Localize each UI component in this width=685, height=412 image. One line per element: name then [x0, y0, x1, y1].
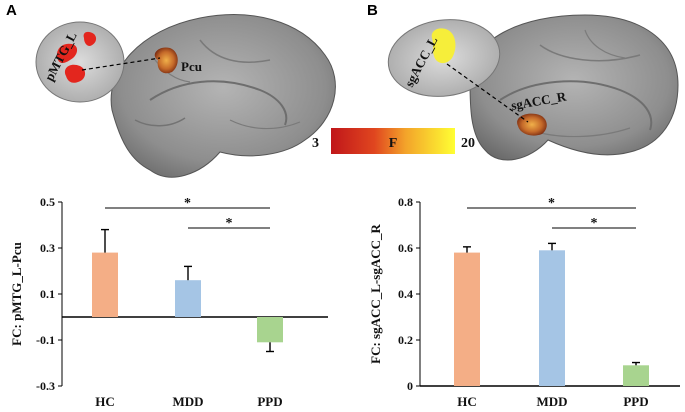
y-tick-label: -0.1 — [36, 333, 55, 347]
bar-hc — [454, 252, 480, 386]
x-category-label: MDD — [536, 394, 567, 409]
bar-mdd — [175, 280, 201, 317]
connection-line-a — [81, 57, 161, 71]
colorbar-gradient — [331, 128, 455, 154]
x-category-label: PPD — [257, 394, 282, 409]
pmtg-activation-blob — [56, 43, 78, 63]
x-category-label: HC — [457, 394, 477, 409]
y-tick-label: -0.3 — [36, 379, 55, 393]
sgacc-l-activation-blob — [431, 28, 456, 64]
colorbar-min-label: 3 — [312, 136, 319, 151]
y-tick-label: 0.2 — [398, 333, 413, 347]
panel-a-letter: A — [6, 2, 17, 19]
x-category-label: HC — [95, 394, 115, 409]
sgacc-r-activation-blob — [517, 113, 547, 136]
x-category-label: PPD — [623, 394, 648, 409]
y-tick-label: 0.5 — [40, 195, 55, 209]
pcu-label: Pcu — [181, 59, 202, 74]
y-tick-label: 0.8 — [398, 195, 413, 209]
colorbar-mid-label: F — [389, 136, 398, 151]
y-tick-label: 0.6 — [398, 241, 413, 255]
brain-medial-view-left — [110, 14, 336, 178]
y-tick-label: 0.3 — [40, 241, 55, 255]
significance-star: * — [548, 196, 555, 211]
bar-chart-pmtg-pcu: -0.3 -0.1 0.1 0.3 0.5 FC: pMTG_L-Pcu HC MDD PPD *… — [9, 195, 328, 409]
bar-ppd — [623, 365, 649, 386]
bar-ppd — [257, 317, 283, 343]
y-axis-label: FC: sgACC_L-sgACC_R — [368, 224, 383, 364]
brain-medial-view-right — [469, 14, 679, 161]
bar-hc — [92, 252, 118, 317]
significance-star: * — [591, 216, 598, 231]
significance-star: * — [226, 216, 233, 231]
connection-line-b — [446, 63, 529, 123]
y-axis-label: FC: pMTG_L-Pcu — [9, 242, 24, 346]
brain-inset-a — [35, 21, 125, 103]
colorbar-max-label: 20 — [461, 136, 475, 151]
pmtg-activation-blob — [83, 31, 97, 46]
brain-inset-b — [387, 19, 501, 97]
panel-b-letter: B — [367, 2, 378, 19]
pmtg-activation-blob — [64, 64, 86, 83]
y-tick-label: 0 — [407, 379, 413, 393]
pcu-activation-blob — [154, 47, 178, 74]
x-category-label: MDD — [172, 394, 203, 409]
bar-chart-sgacc: 0 0.2 0.4 0.6 0.8 FC: sgACC_L-sgACC_R HC MDD PPD… — [368, 195, 680, 409]
y-tick-label: 0.4 — [398, 287, 413, 301]
y-tick-label: 0.1 — [40, 287, 55, 301]
colorbar: 3 F 20 — [312, 128, 475, 154]
significance-star: * — [184, 196, 191, 211]
bar-mdd — [539, 250, 565, 386]
